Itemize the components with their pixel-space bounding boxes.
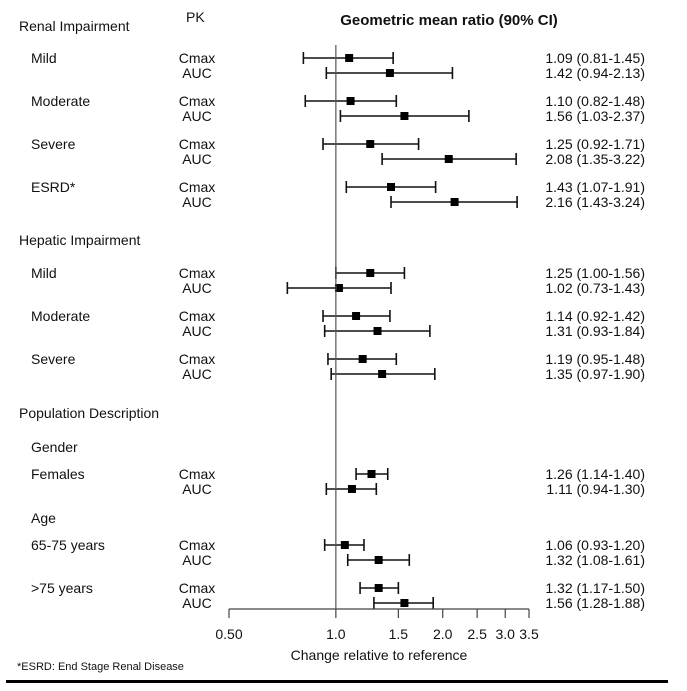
gmr-point (340, 541, 349, 549)
x-tick-label: 3.5 (519, 626, 539, 642)
group-label: ESRD* (31, 179, 76, 195)
gmr-ci-value: 1.09 (0.81-1.45) (545, 50, 645, 66)
group-label: Mild (31, 50, 57, 66)
gmr-point (374, 584, 383, 592)
pk-parameter-label: AUC (182, 366, 212, 382)
gmr-ci-value: 1.32 (1.17-1.50) (545, 580, 645, 596)
group-label: >75 years (31, 580, 93, 596)
x-tick-label: 3.0 (496, 626, 516, 642)
pk-parameter-label: AUC (182, 595, 212, 611)
gmr-point (358, 355, 367, 363)
group-label: Mild (31, 265, 57, 281)
group-label: 65-75 years (31, 537, 105, 553)
gmr-point (400, 112, 409, 120)
gmr-point (346, 97, 355, 105)
x-tick-label: 2.5 (467, 626, 487, 642)
gmr-point (352, 312, 361, 320)
gmr-point (444, 155, 453, 163)
group-label: Moderate (31, 93, 90, 109)
gmr-ci-value: 2.16 (1.43-3.24) (545, 194, 645, 210)
pk-parameter-label: Cmax (179, 136, 216, 152)
section-header: Hepatic Impairment (19, 232, 140, 248)
pk-parameter-label: AUC (182, 323, 212, 339)
x-tick-label: 1.5 (389, 626, 409, 642)
gmr-point (378, 370, 387, 378)
x-tick-label: 1.0 (326, 626, 346, 642)
gmr-point (374, 556, 383, 564)
bottom-rule (6, 680, 668, 683)
gmr-ci-value: 1.25 (0.92-1.71) (545, 136, 645, 152)
gmr-ci-value: 1.02 (0.73-1.43) (545, 280, 645, 296)
gmr-point (347, 485, 356, 493)
pk-parameter-label: Cmax (179, 265, 216, 281)
gmr-ci-value: 1.31 (0.93-1.84) (545, 323, 645, 339)
gmr-point (334, 284, 343, 292)
gmr-ci-value: 1.35 (0.97-1.90) (545, 366, 645, 382)
section-header: Renal Impairment (19, 18, 130, 34)
pk-parameter-label: AUC (182, 481, 212, 497)
gmr-ci-value: 1.43 (1.07-1.91) (545, 179, 645, 195)
gmr-point (367, 470, 376, 478)
x-tick-label: 2.0 (433, 626, 453, 642)
gmr-point (450, 198, 459, 206)
gmr-point (387, 183, 396, 191)
pk-parameter-label: AUC (182, 151, 212, 167)
pk-parameter-label: Cmax (179, 466, 216, 482)
gmr-point (345, 54, 354, 62)
gmr-ci-value: 1.11 (0.94-1.30) (546, 481, 645, 497)
pk-parameter-label: AUC (182, 108, 212, 124)
gmr-ci-value: 1.56 (1.28-1.88) (545, 595, 645, 611)
subgroup-header: Age (31, 510, 56, 526)
gmr-point (400, 599, 409, 607)
gmr-ci-value: 1.06 (0.93-1.20) (545, 537, 645, 553)
pk-parameter-label: AUC (182, 552, 212, 568)
section-header: Population Description (19, 405, 159, 421)
gmr-ci-value: 1.14 (0.92-1.42) (545, 308, 645, 324)
pk-parameter-label: Cmax (179, 580, 216, 596)
group-label: Severe (31, 351, 76, 367)
footnote: *ESRD: End Stage Renal Disease (17, 661, 184, 673)
gmr-ci-value: 2.08 (1.35-3.22) (545, 151, 645, 167)
pk-parameter-label: Cmax (179, 537, 216, 553)
x-tick-label: 0.50 (215, 626, 242, 642)
pk-parameter-label: Cmax (179, 308, 216, 324)
group-label: Moderate (31, 308, 90, 324)
pk-parameter-label: Cmax (179, 93, 216, 109)
pk-column-header: PK (186, 9, 205, 25)
pk-parameter-label: AUC (182, 194, 212, 210)
gmr-ci-value: 1.42 (0.94-2.13) (545, 65, 645, 81)
pk-parameter-label: Cmax (179, 50, 216, 66)
gmr-point (385, 69, 394, 77)
gmr-ci-value: 1.32 (1.08-1.61) (545, 552, 645, 568)
group-label: Females (31, 466, 85, 482)
gmr-ci-value: 1.10 (0.82-1.48) (545, 93, 645, 109)
x-axis-label: Change relative to reference (291, 647, 468, 663)
gmr-ci-value: 1.25 (1.00-1.56) (545, 265, 645, 281)
gmr-point (366, 269, 375, 277)
pk-parameter-label: AUC (182, 280, 212, 296)
gmr-ci-value: 1.19 (0.95-1.48) (545, 351, 645, 367)
gmr-point (366, 140, 375, 148)
gmr-ci-value: 1.26 (1.14-1.40) (545, 466, 645, 482)
gmr-point (373, 327, 382, 335)
pk-parameter-label: AUC (182, 65, 212, 81)
group-label: Severe (31, 136, 76, 152)
pk-parameter-label: Cmax (179, 179, 216, 195)
subgroup-header: Gender (31, 439, 78, 455)
chart-title: Geometric mean ratio (90% CI) (340, 12, 558, 29)
gmr-ci-value: 1.56 (1.03-2.37) (545, 108, 645, 124)
pk-parameter-label: Cmax (179, 351, 216, 367)
